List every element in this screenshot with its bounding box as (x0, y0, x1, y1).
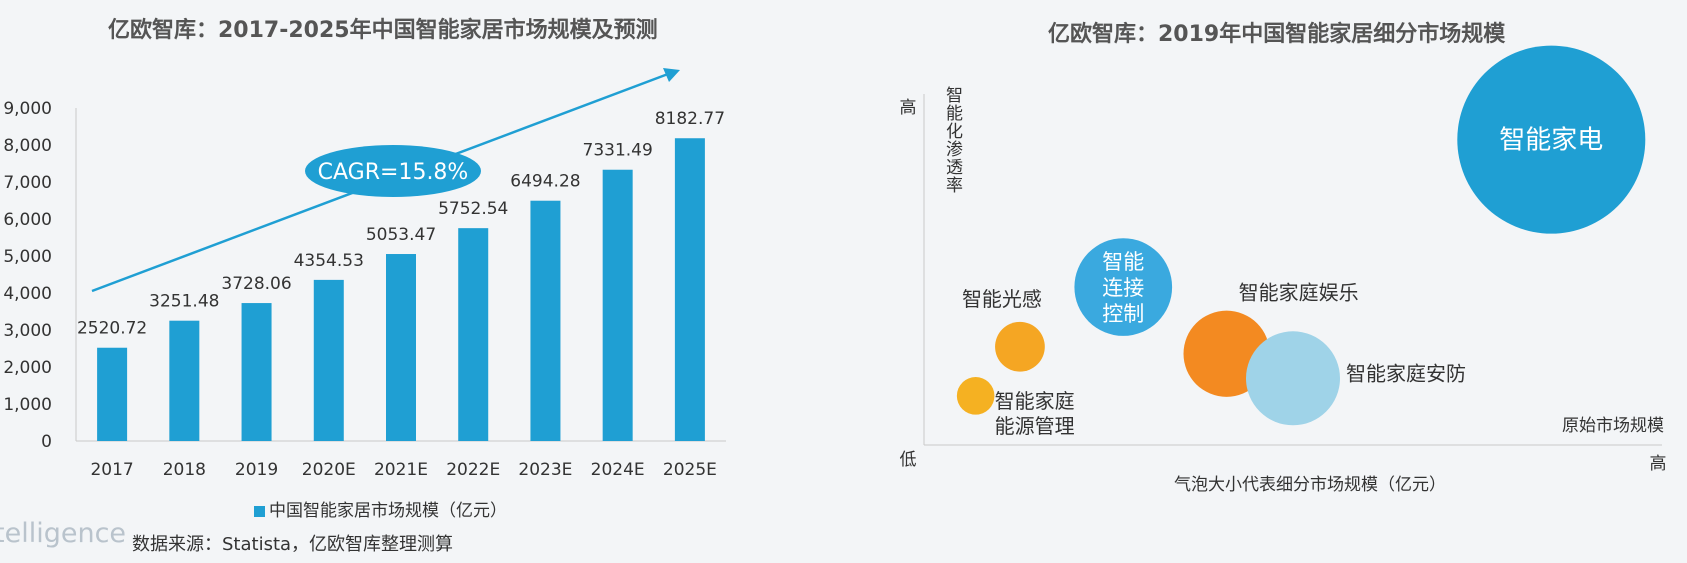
y-axis-title: 智能化渗透率 (946, 86, 963, 196)
y-tick-label: 4,000 (3, 284, 52, 304)
y-tick-label: 6,000 (3, 210, 52, 230)
y-tick-label: 9,000 (3, 99, 52, 119)
bar-legend: 中国智能家居市场规模（亿元） (254, 496, 507, 521)
cagr-ellipse (305, 145, 481, 197)
y-axis-low-label: 低 (900, 450, 917, 470)
bar-value-label: 5752.54 (438, 199, 508, 219)
bubble-label: 智能 (1102, 250, 1144, 274)
bubble-label: 智能家电 (1499, 126, 1603, 156)
bar-value-label: 3728.06 (221, 274, 291, 294)
bubble (1457, 45, 1646, 234)
legend-swatch (254, 505, 265, 517)
legend-label: 中国智能家居市场规模（亿元） (269, 501, 507, 521)
x-tick-label: 2017 (90, 460, 133, 480)
bar (458, 228, 489, 441)
bar (602, 169, 633, 441)
bar (97, 347, 128, 441)
bar-value-label: 8182.77 (655, 109, 725, 129)
y-axis-high-label: 高 (900, 98, 917, 118)
bubble (956, 377, 995, 415)
bar (530, 200, 561, 441)
bubble-label: 能源管理 (995, 414, 1075, 438)
x-tick-label: 2023E (518, 460, 572, 480)
bar (241, 303, 272, 441)
y-tick-label: 5,000 (3, 247, 52, 267)
source-note: 数据来源：Statista，亿欧智库整理测算 (132, 534, 454, 555)
trend-arrow-head (663, 68, 680, 82)
y-tick-label: 1,000 (3, 395, 52, 415)
bubble-label: 智能家庭 (995, 389, 1075, 413)
y-tick-label: 3,000 (3, 321, 52, 341)
bubble (995, 321, 1045, 372)
bar (169, 320, 200, 441)
bubble-label: 智能光感 (962, 287, 1042, 311)
bar-value-label: 7331.49 (583, 141, 653, 161)
bar-value-label: 5053.47 (366, 225, 436, 245)
cagr-label: CAGR=15.8% (318, 160, 469, 185)
x-tick-label: 2019 (235, 460, 278, 480)
bubble-chart-title: 亿欧智库：2019年中国智能家居细分市场规模 (1048, 22, 1506, 47)
x-tick-label: 2018 (163, 460, 206, 480)
brand-watermark: telligence (0, 518, 127, 549)
x-tick-label: 2022E (446, 460, 500, 480)
bar-chart-title: 亿欧智库：2017-2025年中国智能家居市场规模及预测 (108, 18, 658, 43)
bubble (1246, 331, 1340, 426)
bubble-label: 控制 (1102, 302, 1144, 326)
bubble-label: 连接 (1102, 276, 1144, 300)
bar (313, 279, 344, 441)
bar-value-label: 2520.72 (77, 319, 147, 339)
bar-value-label: 4354.53 (294, 251, 364, 271)
y-tick-label: 0 (41, 432, 52, 452)
x-axis-title: 原始市场规模 (1562, 416, 1664, 436)
x-tick-label: 2021E (374, 460, 428, 480)
y-tick-label: 2,000 (3, 358, 52, 378)
x-tick-label: 2020E (302, 460, 356, 480)
bubble-label: 智能家庭娱乐 (1239, 281, 1359, 305)
x-axis-high-label: 高 (1650, 454, 1667, 474)
bubble-size-note: 气泡大小代表细分市场规模（亿元） (1174, 475, 1446, 495)
y-tick-label: 8,000 (3, 136, 52, 156)
bar (674, 138, 705, 442)
bar-value-label: 6494.28 (510, 172, 580, 192)
bar (386, 254, 416, 441)
bubble (1074, 238, 1173, 336)
x-tick-label: 2025E (663, 460, 717, 480)
y-tick-label: 7,000 (3, 173, 52, 193)
x-tick-label: 2024E (591, 460, 645, 480)
bar-value-label: 3251.48 (149, 292, 219, 312)
bubble-label: 智能家庭安防 (1346, 361, 1466, 385)
